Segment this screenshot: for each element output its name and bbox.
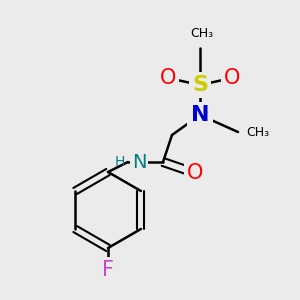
Text: F: F [102, 260, 114, 280]
Text: N: N [191, 105, 209, 125]
Text: S: S [192, 75, 208, 95]
Text: CH₃: CH₃ [246, 125, 269, 139]
Text: N: N [132, 152, 146, 172]
Text: H: H [115, 155, 125, 169]
Text: O: O [187, 163, 203, 183]
Text: O: O [160, 68, 176, 88]
Text: O: O [224, 68, 240, 88]
Text: CH₃: CH₃ [190, 27, 214, 40]
